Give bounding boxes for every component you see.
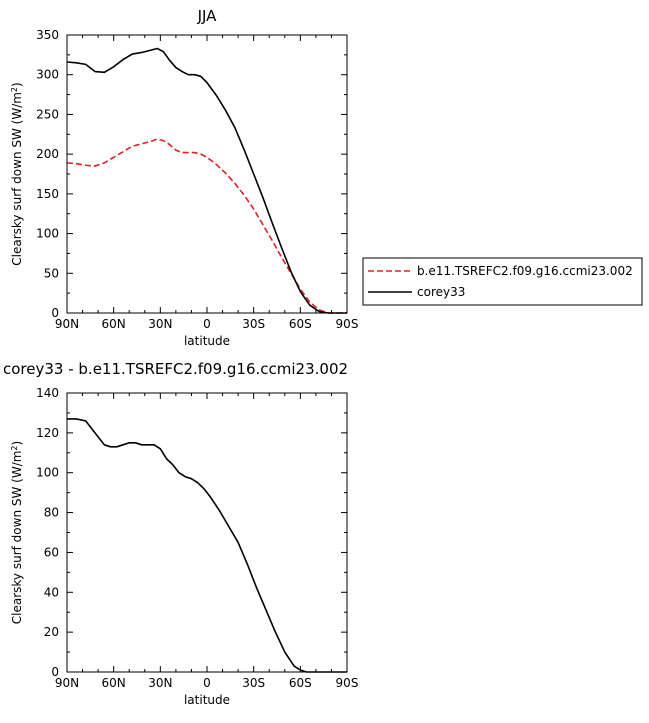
chart-title: JJA xyxy=(197,7,218,25)
x-tick-label: 60S xyxy=(289,676,312,690)
y-tick-label: 100 xyxy=(36,227,59,241)
legend: b.e11.TSREFC2.f09.g16.ccmi23.002 corey33 xyxy=(362,257,643,306)
y-tick-label: 120 xyxy=(36,426,59,440)
y-tick-label: 40 xyxy=(44,585,59,599)
legend-entry-2: corey33 xyxy=(417,285,465,299)
x-tick-label: 30S xyxy=(242,676,265,690)
y-tick-label: 0 xyxy=(51,306,59,320)
y-tick-label: 80 xyxy=(44,506,59,520)
x-tick-label: 0 xyxy=(203,317,211,331)
y-axis-label: Clearsky surf down SW (W/m2) xyxy=(10,441,25,624)
x-tick-label: 90N xyxy=(55,317,79,331)
x-axis-label: latitude xyxy=(184,334,230,348)
x-axis-label: latitude xyxy=(184,693,230,707)
x-tick-label: 60N xyxy=(102,676,126,690)
y-axis-label: Clearsky surf down SW (W/m2) xyxy=(10,82,25,265)
series-line-2 xyxy=(66,47,347,314)
y-tick-label: 20 xyxy=(44,625,59,639)
y-tick-label: 150 xyxy=(36,187,59,201)
y-tick-label: 350 xyxy=(36,28,59,42)
x-tick-label: 90S xyxy=(336,317,359,331)
legend-entry-1: b.e11.TSREFC2.f09.g16.ccmi23.002 xyxy=(417,264,633,278)
x-tick-label: 30S xyxy=(242,317,265,331)
x-tick-label: 0 xyxy=(203,676,211,690)
y-tick-label: 50 xyxy=(44,266,59,280)
chart-title: corey33 - b.e11.TSREFC2.f09.g16.ccmi23.0… xyxy=(3,360,348,378)
chart-panel-2: corey33 - b.e11.TSREFC2.f09.g16.ccmi23.0… xyxy=(3,360,358,707)
legend-box xyxy=(362,257,643,306)
x-tick-label: 30N xyxy=(148,676,172,690)
x-tick-label: 90S xyxy=(336,676,359,690)
y-tick-label: 200 xyxy=(36,147,59,161)
y-tick-label: 100 xyxy=(36,466,59,480)
y-tick-label: 300 xyxy=(36,68,59,82)
y-tick-label: 250 xyxy=(36,107,59,121)
x-tick-label: 90N xyxy=(55,676,79,690)
y-tick-label: 60 xyxy=(44,545,59,559)
y-tick-label: 140 xyxy=(36,386,59,400)
series-line-1 xyxy=(66,138,347,314)
x-tick-label: 60N xyxy=(102,317,126,331)
series-line-1 xyxy=(67,418,347,673)
y-tick-label: 0 xyxy=(51,665,59,679)
x-tick-label: 60S xyxy=(289,317,312,331)
x-tick-label: 30N xyxy=(148,317,172,331)
chart-panel-1: JJA 90N 60N 30N 0 30S 60S 90S 0 50 100 150 200 250 300… xyxy=(10,7,643,348)
